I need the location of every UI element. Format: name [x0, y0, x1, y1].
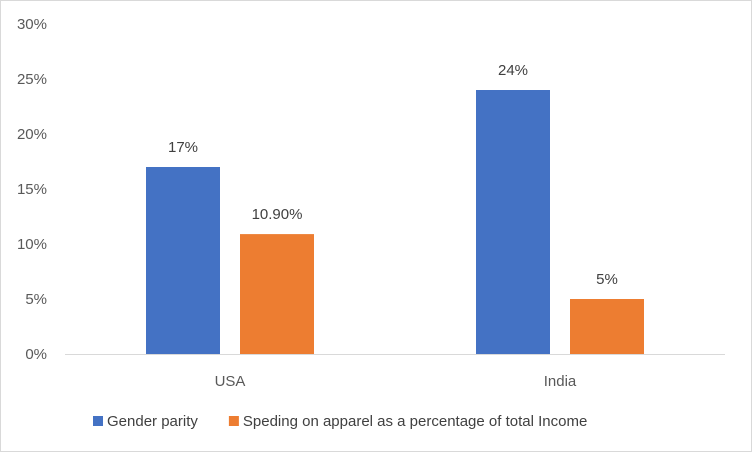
y-tick-label: 15% — [17, 181, 47, 198]
y-tick-label: 25% — [17, 71, 47, 88]
bar-series-group: 17% 10.90% 24% 5% — [146, 62, 644, 354]
x-tick-label: India — [544, 373, 577, 390]
legend-swatch — [93, 416, 103, 426]
data-label: 5% — [596, 271, 618, 288]
legend-swatch — [228, 416, 239, 426]
y-tick-label: 0% — [25, 346, 47, 363]
data-label: 10.90% — [252, 206, 303, 223]
y-tick-label: 5% — [25, 291, 47, 308]
x-tick-label: USA — [215, 373, 246, 390]
bar-usa-series-2 — [240, 234, 314, 354]
bar-india-series-1 — [476, 90, 550, 354]
y-axis: 0% 5% 10% 15% 20% 25% 30% — [17, 16, 47, 363]
legend-label: Speding on apparel as a percentage of to… — [243, 413, 587, 430]
bar-usa-series-1 — [146, 167, 220, 354]
y-tick-label: 30% — [17, 16, 47, 33]
y-tick-label: 20% — [17, 126, 47, 143]
y-tick-label: 10% — [17, 236, 47, 253]
legend-label: Gender parity — [107, 413, 198, 430]
data-label: 17% — [168, 139, 198, 156]
x-axis: USA India — [215, 373, 577, 390]
bar-india-series-2 — [570, 299, 644, 354]
data-label: 24% — [498, 62, 528, 79]
legend: Gender parity Speding on apparel as a per… — [93, 413, 587, 430]
